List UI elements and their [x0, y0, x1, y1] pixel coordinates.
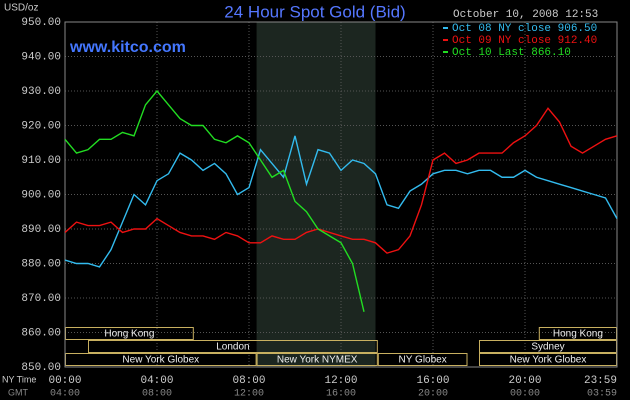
x2-tick-label: 20:00: [418, 389, 448, 400]
x2-tick-label: 12:00: [234, 389, 264, 400]
y-tick-label: 940.00: [21, 51, 61, 63]
x2-axis-label: GMT: [8, 387, 28, 397]
session-box: [256, 353, 378, 366]
y-tick-label: 850.00: [21, 362, 61, 374]
plot-frame: [64, 21, 618, 368]
x2-tick-label: 04:00: [50, 389, 80, 400]
chart-subtitle: October 10, 2008 12:53: [453, 9, 598, 21]
session-label: New York Globex: [510, 355, 587, 366]
x2-tick-label: 03:59: [587, 389, 617, 400]
highlight-band: [256, 22, 376, 367]
session-label: London: [216, 342, 249, 353]
x-tick-label: 12:00: [324, 375, 357, 387]
x2-tick-label: 16:00: [326, 389, 356, 400]
x2-tick-label: 08:00: [142, 389, 172, 400]
x-tick-label: 08:00: [232, 375, 265, 387]
y-tick-label: 910.00: [21, 155, 61, 167]
session-label: Sydney: [531, 342, 564, 353]
x2-tick-label: 00:00: [510, 389, 540, 400]
legend-label: Oct 09 NY close 912.40: [452, 35, 597, 47]
source: www.kitco.com: [69, 39, 186, 56]
session-label: Hong Kong: [104, 329, 154, 340]
session-label: NY Globex: [399, 355, 447, 366]
chart-title: 24 Hour Spot Gold (Bid): [224, 2, 405, 21]
y-tick-label: 900.00: [21, 189, 61, 201]
session-label: New York Globex: [122, 355, 199, 366]
session-box: [88, 340, 378, 353]
session-label: Hong Kong: [553, 329, 603, 340]
series-line: [64, 107, 618, 254]
legend-swatch: [443, 27, 448, 29]
legend-swatch: [443, 39, 448, 41]
x-axis-label: NY Time: [2, 374, 36, 384]
series-line: [64, 89, 365, 312]
x-tick-label: 04:00: [140, 375, 173, 387]
x-tick-label: 16:00: [416, 375, 449, 387]
y-tick-label: 930.00: [21, 86, 61, 98]
y-tick-label: 890.00: [21, 224, 61, 236]
y-tick-label: 870.00: [21, 293, 61, 305]
series-line: [64, 135, 618, 268]
y-axis-label: USD/oz: [4, 3, 38, 14]
y-tick-label: 920.00: [21, 120, 61, 132]
x-tick-label: 20:00: [508, 375, 541, 387]
y-tick-label: 880.00: [21, 258, 61, 270]
session-box: [377, 353, 468, 366]
y-tick-label: 950.00: [21, 17, 61, 29]
x-tick-label: 00:00: [48, 375, 81, 387]
x-tick-label: 23:59: [584, 375, 617, 387]
y-tick-label: 860.00: [21, 327, 61, 339]
legend-label: Oct 08 NY close 906.50: [452, 23, 597, 35]
session-label: New York NYMEX: [277, 355, 358, 366]
legend-label: Oct 10 Last 866.10: [452, 47, 571, 59]
legend-swatch: [443, 51, 448, 53]
